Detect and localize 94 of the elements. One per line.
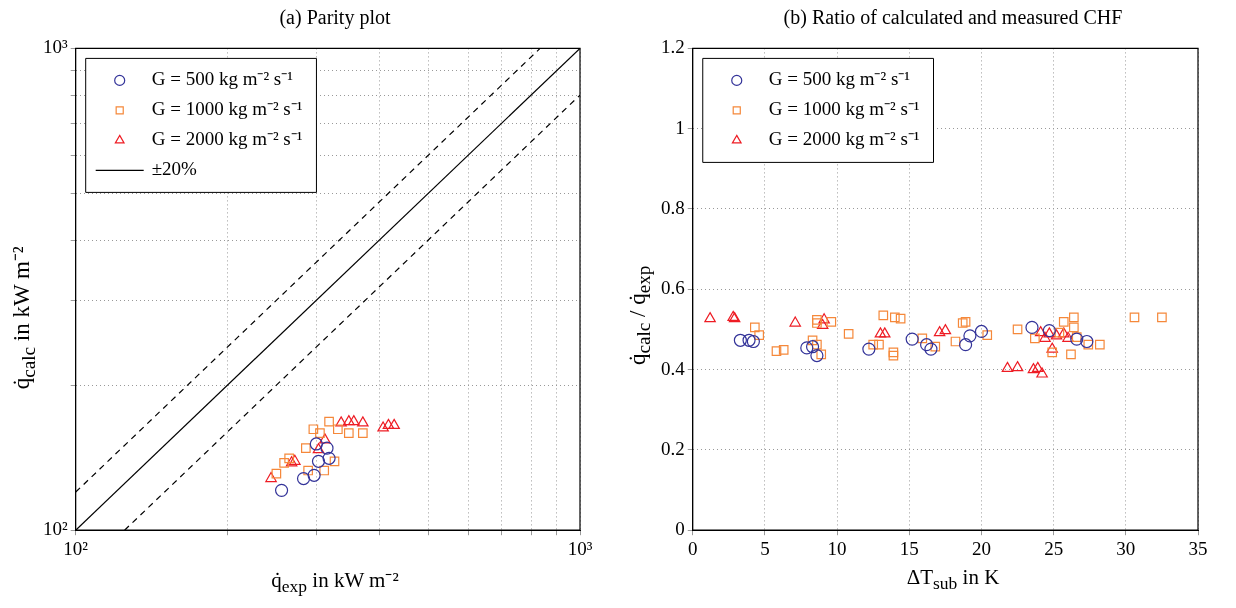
point — [826, 316, 837, 327]
point — [878, 327, 891, 338]
point — [963, 329, 977, 343]
point — [1095, 339, 1105, 350]
point — [1046, 342, 1058, 353]
point — [905, 332, 919, 346]
x-axis-title: ΔT$_{sub}$ in K — [905, 565, 1001, 595]
legend-label: G = 2000 kg m⁻² s⁻¹ — [768, 128, 920, 150]
point — [1070, 332, 1084, 346]
x-tick-label: 10 — [827, 537, 847, 559]
point — [890, 312, 900, 323]
y-tick-label: 0.4 — [661, 357, 686, 379]
point — [789, 316, 802, 327]
legend-label: G = 1000 kg m⁻² s⁻¹ — [151, 98, 303, 120]
point — [874, 327, 887, 338]
point — [1062, 331, 1074, 342]
point — [816, 318, 829, 330]
point — [733, 333, 747, 347]
point — [749, 322, 760, 333]
legend-label: G = 500 kg m⁻² s⁻¹ — [768, 68, 911, 90]
point — [1031, 361, 1044, 372]
point — [1047, 347, 1058, 358]
point — [1001, 361, 1014, 372]
point — [771, 346, 782, 356]
legend-label: G = 500 kg m⁻² s⁻¹ — [151, 68, 294, 90]
point — [1066, 349, 1076, 360]
point — [1157, 312, 1167, 323]
point — [843, 329, 854, 339]
point — [742, 333, 756, 347]
point — [868, 339, 879, 350]
point — [939, 324, 952, 335]
legend-label: G = 1000 kg m⁻² s⁻¹ — [768, 98, 920, 120]
y-tick-label: 0 — [675, 518, 685, 540]
point — [800, 341, 814, 355]
point — [958, 338, 973, 352]
x-tick-label: 35 — [1188, 537, 1208, 559]
point — [1080, 334, 1094, 349]
point — [746, 334, 760, 349]
y-tick-label: 0.8 — [661, 196, 685, 218]
point — [950, 336, 961, 347]
point — [1030, 333, 1040, 344]
point — [917, 333, 928, 344]
point — [930, 341, 941, 352]
point — [1071, 332, 1082, 342]
x-tick-label: 15 — [899, 537, 919, 559]
y-tick-label: 0.6 — [661, 277, 685, 299]
point — [862, 342, 876, 356]
point — [1057, 327, 1070, 338]
point — [1083, 339, 1094, 350]
point — [1036, 367, 1048, 378]
point — [807, 335, 818, 346]
point — [1011, 360, 1024, 372]
x-tick-label: 20 — [971, 537, 991, 559]
point — [812, 314, 822, 325]
point — [1054, 327, 1065, 338]
point — [810, 348, 824, 363]
point — [933, 326, 946, 337]
x-tick-label: 25 — [1044, 537, 1064, 559]
point — [1050, 329, 1063, 340]
point — [1012, 324, 1023, 335]
x-axis-title: q̇$_{exp}$ in kW m⁻² — [270, 567, 400, 598]
point — [1039, 331, 1051, 342]
point — [812, 318, 822, 328]
y-tick-label: 0.2 — [661, 437, 685, 459]
point — [874, 339, 884, 350]
point — [818, 313, 830, 324]
point — [704, 312, 716, 323]
legend-label: ±20% — [151, 158, 198, 180]
point — [1058, 316, 1069, 327]
x-tick-label: 10² — [63, 537, 89, 559]
point — [878, 310, 889, 321]
point — [1069, 312, 1079, 323]
x-tick-label: 30 — [1116, 537, 1136, 559]
chart-title: (a) Parity plot — [278, 6, 392, 29]
legend-label: G = 2000 kg m⁻² s⁻¹ — [151, 128, 303, 150]
point — [778, 345, 789, 355]
x-tick-label: 5 — [760, 537, 770, 559]
point — [895, 313, 906, 324]
point — [920, 338, 934, 352]
chart-title: (b) Ratio of calculated and measured CHF — [782, 6, 1124, 29]
point — [754, 330, 764, 340]
point — [924, 342, 938, 356]
point — [1069, 322, 1079, 333]
point — [974, 324, 989, 339]
point — [1129, 312, 1140, 323]
y-tick-label: 1 — [675, 116, 685, 138]
point — [812, 339, 822, 350]
point — [982, 330, 993, 340]
point — [816, 349, 827, 360]
point — [1027, 363, 1040, 374]
point — [1025, 320, 1039, 335]
y-tick-label: 1.2 — [661, 36, 685, 58]
x-tick-label: 10³ — [567, 537, 593, 559]
point — [805, 340, 820, 354]
